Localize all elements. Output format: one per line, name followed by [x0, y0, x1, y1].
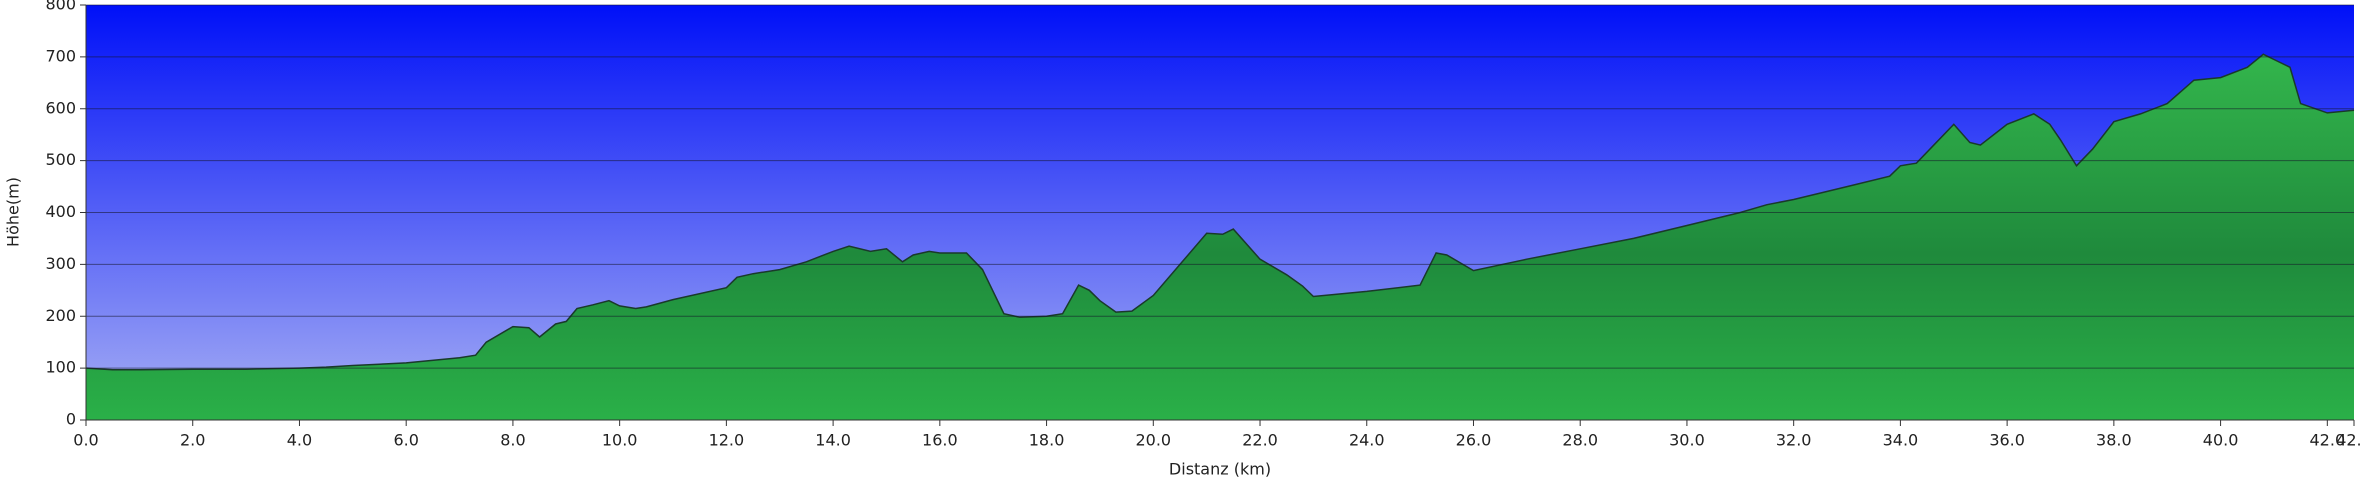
y-tick-label: 600	[45, 98, 76, 117]
x-tick-label: 6.0	[393, 431, 418, 450]
x-tick-label: 22.0	[1242, 431, 1278, 450]
y-tick-label: 0	[66, 410, 76, 429]
x-tick-label: 38.0	[2096, 431, 2132, 450]
x-tick-label: 28.0	[1562, 431, 1598, 450]
x-tick-label: 34.0	[1883, 431, 1919, 450]
y-tick-label: 200	[45, 306, 76, 325]
y-tick-label: 500	[45, 150, 76, 169]
y-tick-label: 800	[45, 0, 76, 14]
y-tick-label: 300	[45, 254, 76, 273]
x-tick-label: 4.0	[287, 431, 312, 450]
y-tick-label: 400	[45, 202, 76, 221]
x-tick-label: 8.0	[500, 431, 525, 450]
x-tick-label: 20.0	[1135, 431, 1171, 450]
x-axis-label: Distanz (km)	[1169, 460, 1271, 479]
x-tick-label: 42.0	[2310, 431, 2346, 450]
x-tick-label: 16.0	[922, 431, 958, 450]
x-tick-label: 0.0	[73, 431, 98, 450]
x-tick-label: 40.0	[2203, 431, 2239, 450]
x-tick-label: 42.5	[2336, 431, 2362, 450]
x-tick-label: 10.0	[602, 431, 638, 450]
y-axis-label: Höhe(m)	[4, 177, 23, 247]
x-tick-label: 32.0	[1776, 431, 1812, 450]
y-tick-label: 700	[45, 46, 76, 65]
x-tick-label: 18.0	[1029, 431, 1065, 450]
x-tick-label: 26.0	[1456, 431, 1492, 450]
x-tick-label: 30.0	[1669, 431, 1705, 450]
x-tick-label: 12.0	[709, 431, 745, 450]
x-tick-label: 24.0	[1349, 431, 1385, 450]
x-tick-label: 14.0	[815, 431, 851, 450]
x-tick-label: 2.0	[180, 431, 205, 450]
elevation-line	[85, 53, 2355, 371]
elevation-area	[86, 54, 2354, 421]
x-tick-label: 36.0	[1989, 431, 2025, 450]
y-tick-label: 100	[45, 358, 76, 377]
